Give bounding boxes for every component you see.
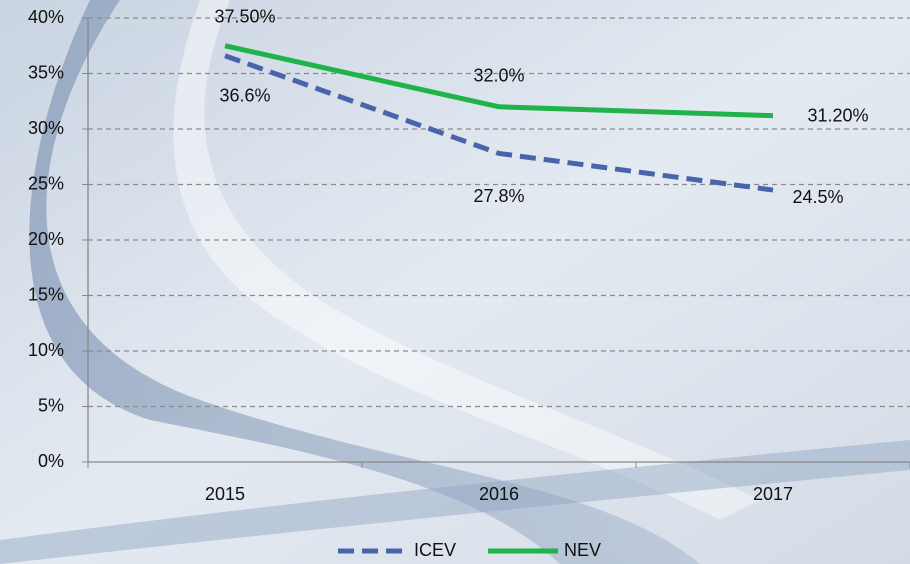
data-label: 32.0% <box>473 66 524 86</box>
y-tick-label: 30% <box>28 118 64 138</box>
data-label: 31.20% <box>807 105 868 125</box>
data-label: 24.5% <box>792 187 843 207</box>
y-tick-label: 25% <box>28 173 64 193</box>
y-tick-label: 35% <box>28 62 64 82</box>
y-tick-label: 15% <box>28 284 64 304</box>
x-tick-label: 2017 <box>753 484 793 504</box>
data-label: 36.6% <box>219 85 270 105</box>
data-label: 27.8% <box>473 186 524 206</box>
x-tick-label: 2015 <box>205 484 245 504</box>
y-tick-label: 20% <box>28 229 64 249</box>
legend-label: ICEV <box>414 540 456 560</box>
x-tick-label: 2016 <box>479 484 519 504</box>
y-tick-label: 5% <box>38 395 64 415</box>
y-tick-label: 40% <box>28 7 64 27</box>
y-tick-label: 10% <box>28 340 64 360</box>
data-label: 37.50% <box>214 7 275 27</box>
legend-label: NEV <box>564 540 601 560</box>
chart: 0% 5% 10% 15% 20% 25% 30% 35% 40% 2015 2016 2017 36.… <box>0 0 910 564</box>
y-tick-label: 0% <box>38 451 64 471</box>
